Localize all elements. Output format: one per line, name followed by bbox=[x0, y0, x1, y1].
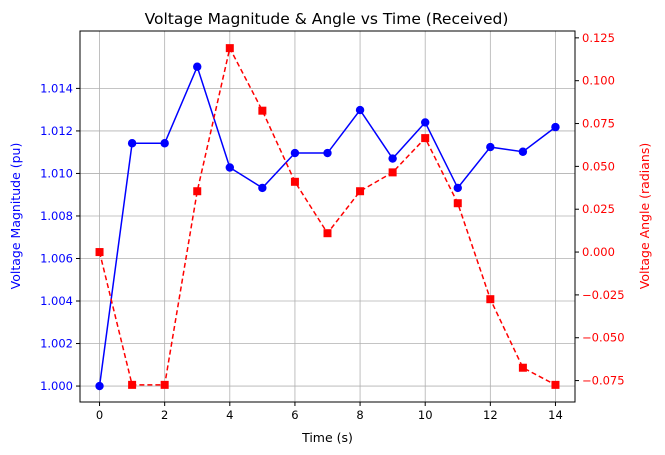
chart-title: Voltage Magnitude & Angle vs Time (Recei… bbox=[145, 10, 509, 28]
magnitude-data-point bbox=[420, 118, 430, 127]
angle-data-point bbox=[486, 295, 495, 304]
angle-data-point bbox=[128, 380, 137, 389]
angle-data-point bbox=[193, 187, 202, 196]
right-y-axis: −0.075 −0.050 −0.025 0.000 0.025 0.050 0.075 0.… bbox=[575, 31, 625, 388]
magnitude-data-point bbox=[453, 183, 462, 193]
x-tick-label: 14 bbox=[548, 408, 563, 422]
angle-data-point bbox=[356, 187, 365, 196]
angle-series bbox=[95, 44, 560, 389]
magnitude-data-point bbox=[225, 163, 235, 172]
magnitude-data-point bbox=[160, 139, 169, 148]
left-y-tick-label: 1.002 bbox=[40, 337, 73, 351]
magnitude-data-point bbox=[551, 122, 560, 132]
x-tick-label: 6 bbox=[291, 408, 298, 422]
angle-data-point bbox=[551, 380, 560, 389]
left-y-tick-label: 1.006 bbox=[40, 251, 73, 265]
plot-area-frame bbox=[79, 30, 576, 403]
x-axis: 0 2 4 6 8 10 12 14 bbox=[96, 402, 563, 422]
magnitude-data-point bbox=[290, 148, 300, 158]
magnitude-data-point bbox=[95, 381, 104, 391]
right-y-axis-label: Voltage Angle (radians) bbox=[637, 143, 652, 289]
left-y-axis-label: Voltage Magnitude (pu) bbox=[8, 143, 23, 290]
left-y-tick-label: 1.008 bbox=[40, 209, 73, 223]
magnitude-series bbox=[95, 62, 560, 391]
magnitude-data-point bbox=[127, 139, 137, 148]
left-y-tick-label: 1.012 bbox=[40, 124, 73, 138]
right-y-tick-label: 0.075 bbox=[582, 117, 615, 131]
x-tick-label: 2 bbox=[161, 408, 168, 422]
x-tick-label: 10 bbox=[418, 408, 433, 422]
right-y-tick-label: 0.050 bbox=[582, 159, 615, 173]
left-y-tick-label: 1.010 bbox=[40, 166, 73, 180]
angle-data-point bbox=[453, 199, 462, 208]
angle-data-point bbox=[518, 363, 527, 372]
angle-data-point bbox=[290, 177, 299, 186]
magnitude-data-point bbox=[258, 183, 267, 193]
magnitude-data-point bbox=[323, 148, 332, 158]
x-tick-label: 12 bbox=[483, 408, 498, 422]
right-y-tick-label: 0.025 bbox=[582, 202, 615, 216]
right-y-tick-label: 0.100 bbox=[582, 74, 615, 88]
left-y-axis: 1.000 1.002 1.004 1.006 1.008 1.010 1.012 1.014 bbox=[40, 81, 80, 393]
x-tick-label: 0 bbox=[96, 408, 103, 422]
x-tick-label: 8 bbox=[356, 408, 363, 422]
right-y-tick-label: −0.050 bbox=[582, 331, 625, 345]
x-axis-label: Time (s) bbox=[301, 430, 353, 445]
right-y-tick-label: −0.075 bbox=[582, 374, 625, 388]
angle-data-point bbox=[160, 380, 169, 389]
magnitude-data-point bbox=[518, 147, 528, 156]
series-layer bbox=[95, 44, 560, 391]
angle-data-point bbox=[258, 106, 267, 115]
angle-data-point bbox=[225, 44, 234, 53]
angle-data-point bbox=[421, 134, 430, 143]
angle-data-point bbox=[388, 168, 397, 177]
x-tick-label: 4 bbox=[226, 408, 233, 422]
magnitude-data-point bbox=[486, 142, 495, 152]
right-y-tick-label: −0.025 bbox=[582, 288, 625, 302]
left-y-tick-label: 1.000 bbox=[40, 379, 73, 393]
angle-data-point bbox=[95, 248, 104, 257]
magnitude-data-point bbox=[193, 62, 202, 71]
right-y-tick-label: 0.000 bbox=[582, 245, 615, 259]
angle-data-point bbox=[323, 229, 332, 238]
left-y-tick-label: 1.004 bbox=[40, 294, 73, 308]
magnitude-data-point bbox=[388, 154, 397, 163]
right-y-tick-label: 0.125 bbox=[582, 31, 615, 45]
magnitude-data-point bbox=[355, 105, 365, 115]
left-y-tick-label: 1.014 bbox=[40, 81, 73, 95]
